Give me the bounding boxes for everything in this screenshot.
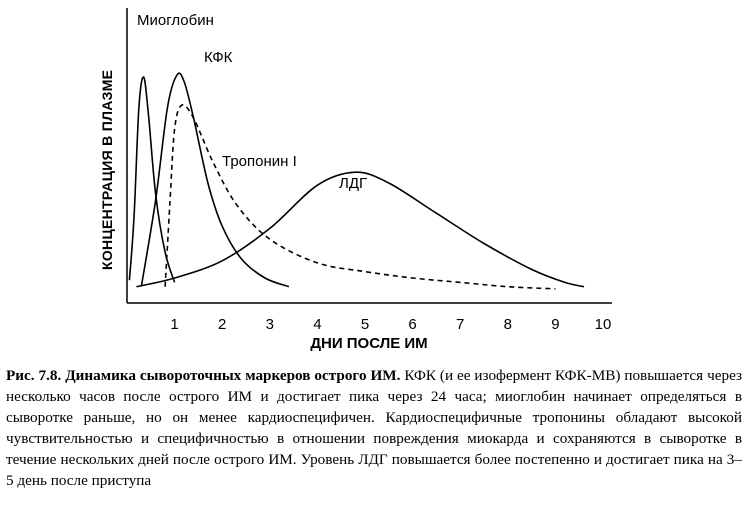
figure-caption: Рис. 7.8. Динамика сывороточных маркеров…	[6, 365, 742, 491]
series-line-1	[128, 76, 176, 283]
series-label-3: Тропонин I	[222, 153, 297, 170]
caption-body: КФК (и ее изофермент КФК-МВ) повышается …	[6, 367, 742, 489]
series-label-1: Миоглобин	[137, 12, 214, 29]
series-label-2: КФК	[204, 49, 233, 66]
curves	[128, 72, 585, 290]
x-tick-label: 4	[313, 316, 321, 333]
chart: 1 2 3 4 5 6 7 8 9 10 Миоглобин КФК Тропонин I ЛДГ ДН…	[99, 8, 612, 352]
x-tick-label: 7	[456, 316, 464, 333]
x-tick-label: 5	[361, 316, 369, 333]
x-tick-label: 6	[408, 316, 416, 333]
x-tick-label: 3	[266, 316, 274, 333]
series-line-3	[164, 104, 556, 290]
axes	[126, 8, 612, 304]
x-tick-label: 10	[595, 316, 612, 333]
series-labels: Миоглобин КФК Тропонин I ЛДГ	[137, 12, 367, 192]
x-tick-label: 1	[170, 316, 178, 333]
series-line-2	[140, 72, 290, 288]
x-tick-labels: 1 2 3 4 5 6 7 8 9 10	[170, 316, 611, 333]
caption-title: Рис. 7.8. Динамика сывороточных маркеров…	[6, 367, 401, 384]
x-axis-label: ДНИ ПОСЛЕ ИМ	[310, 335, 427, 352]
y-axis-label: КОНЦЕНТРАЦИЯ В ПЛАЗМЕ	[99, 70, 115, 270]
series-line-4	[136, 171, 585, 288]
x-tick-label: 9	[551, 316, 559, 333]
x-tick-label: 8	[504, 316, 512, 333]
x-tick-label: 2	[218, 316, 226, 333]
series-label-4: ЛДГ	[339, 175, 367, 192]
